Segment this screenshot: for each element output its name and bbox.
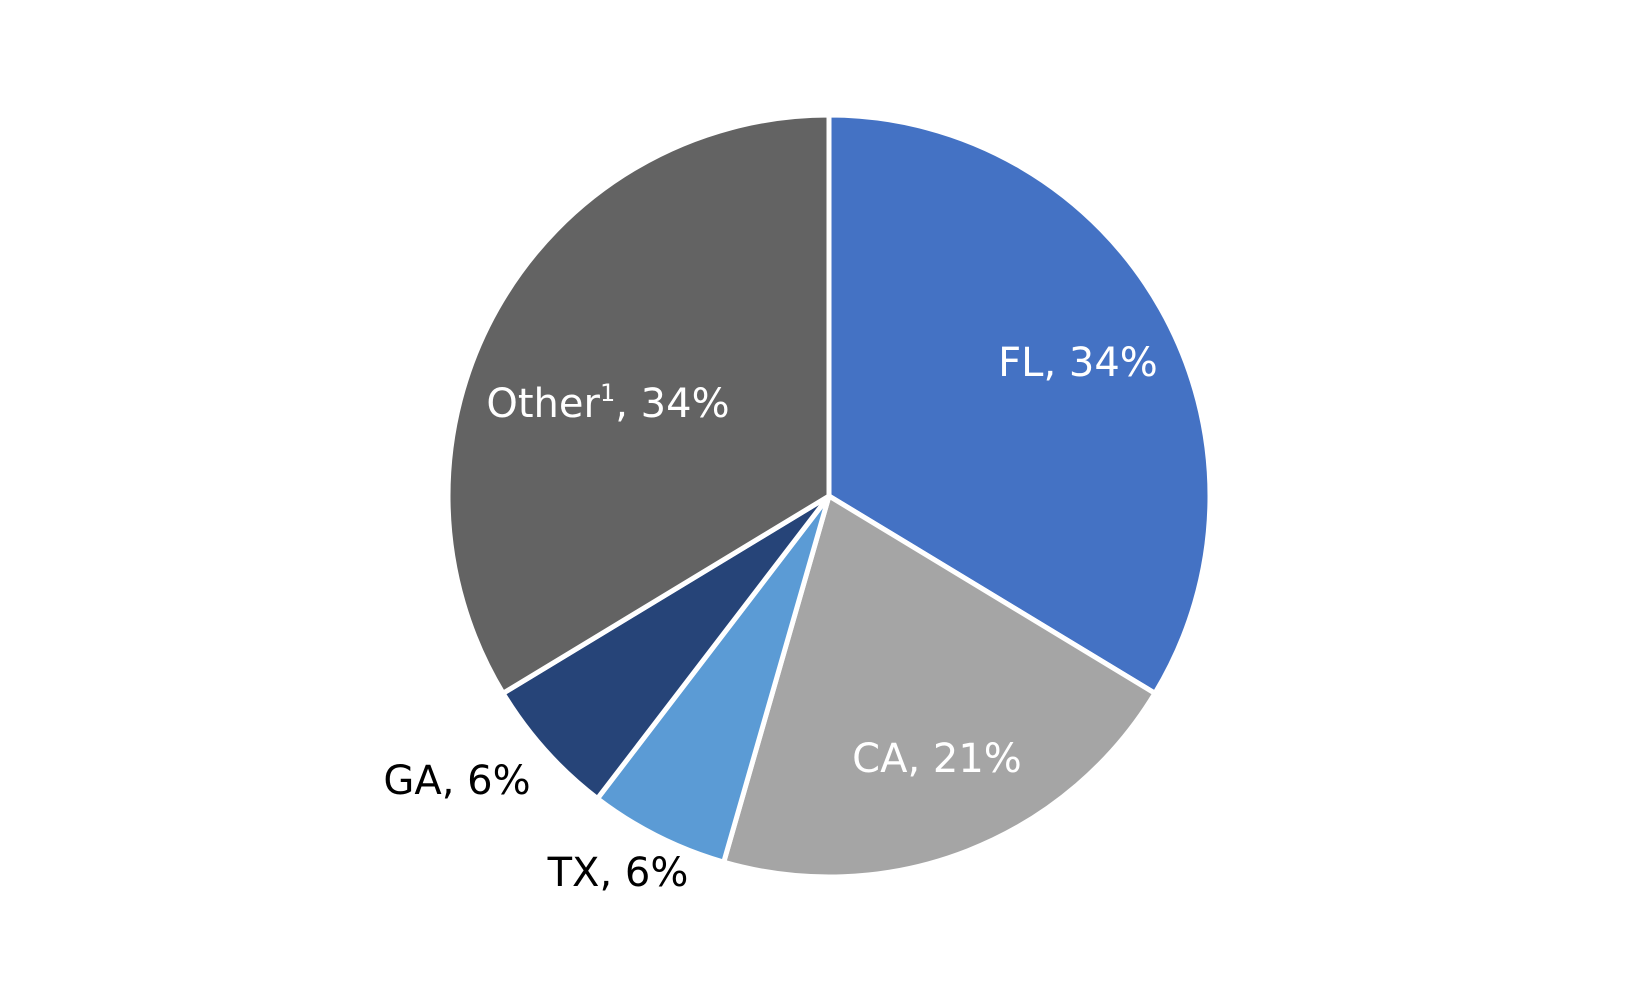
slice-label-tx: TX, 6% bbox=[547, 850, 689, 896]
pie-slice-tx bbox=[593, 494, 832, 866]
slice-label-other: Other1, 34% bbox=[486, 379, 729, 427]
pie-slice-other bbox=[445, 112, 832, 697]
slice-label-fl: FL, 34% bbox=[998, 340, 1158, 386]
slice-label-ca: CA, 21% bbox=[852, 736, 1022, 782]
slices-layer bbox=[445, 112, 1213, 880]
pie-slice-fl bbox=[826, 112, 1213, 697]
pie-slice-ga bbox=[499, 493, 831, 803]
labels-layer: FL, 34% CA, 21% TX, 6% GA, 6% Other1, 34% bbox=[383, 340, 1157, 896]
slice-label-ga: GA, 6% bbox=[383, 758, 530, 804]
pie-slice-ca bbox=[720, 492, 1159, 880]
